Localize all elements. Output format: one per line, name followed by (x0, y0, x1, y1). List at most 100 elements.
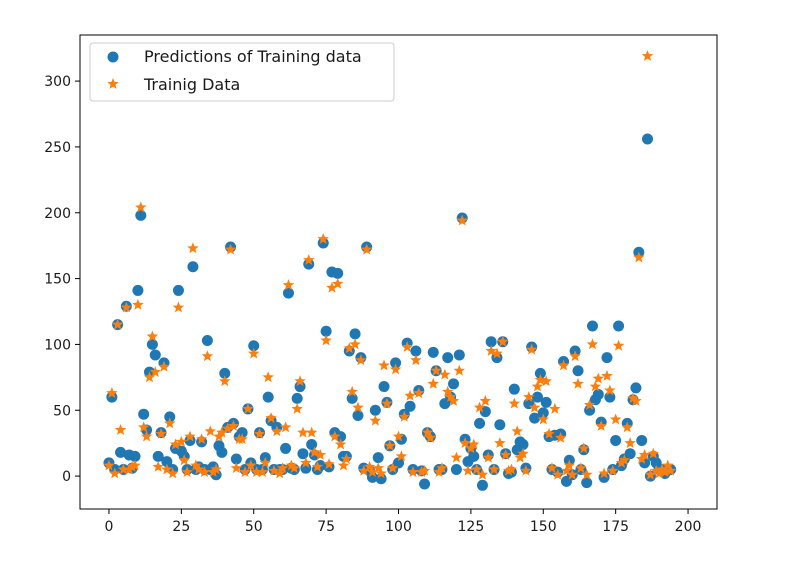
prediction-point (216, 446, 228, 458)
training-point (314, 449, 327, 460)
training-point (560, 464, 573, 476)
y-tick-label: 50 (53, 403, 71, 419)
training-point (468, 438, 480, 450)
training-point (216, 426, 228, 438)
training-point (337, 459, 350, 471)
training-point (508, 397, 521, 409)
training-point (358, 464, 370, 476)
training-point (384, 439, 396, 451)
x-tick-label: 175 (602, 519, 629, 535)
y-tick-label: 250 (44, 140, 71, 156)
training-point (389, 363, 402, 375)
training-point (459, 437, 471, 449)
training-point (641, 50, 654, 61)
prediction-point (450, 464, 462, 475)
training-point (578, 442, 590, 454)
training-point (439, 368, 451, 380)
plot-marks (103, 50, 677, 491)
training-point (598, 467, 610, 479)
prediction-point (115, 446, 127, 458)
legend-star-marker (107, 78, 119, 89)
training-point (485, 345, 497, 356)
training-point (349, 338, 361, 350)
training-point (569, 350, 581, 362)
training-point (106, 387, 118, 398)
training-point (491, 347, 503, 359)
prediction-point (636, 435, 648, 447)
training-point (525, 343, 538, 355)
prediction-point (468, 450, 480, 462)
training-point (630, 395, 642, 406)
training-point (195, 433, 208, 445)
prediction-point (149, 349, 161, 361)
training-point (476, 468, 489, 480)
training-point (181, 466, 193, 477)
legend-label-training: Trainig Data (143, 75, 240, 94)
prediction-point (129, 450, 141, 462)
training-point (557, 359, 570, 371)
training-point (334, 438, 347, 450)
training-point (340, 452, 353, 464)
training-point (126, 460, 138, 472)
training-point (123, 463, 135, 475)
training-point (424, 431, 437, 443)
training-point (300, 456, 312, 468)
training-point (395, 450, 408, 462)
y-tick-label: 100 (44, 337, 71, 353)
prediction-point (404, 400, 416, 412)
training-point (248, 347, 260, 359)
training-point (140, 430, 153, 442)
prediction-point (352, 410, 364, 422)
training-point (236, 433, 248, 445)
training-point (259, 456, 272, 468)
x-tick-label: 50 (245, 519, 263, 535)
training-point (363, 460, 376, 472)
training-point (253, 427, 266, 439)
y-axis: 0 50 100 150 200 250 300 (44, 74, 80, 485)
training-point (135, 201, 147, 213)
prediction-point (161, 456, 173, 468)
training-point (250, 466, 263, 477)
prediction-point (479, 406, 491, 418)
training-point (540, 375, 552, 387)
training-point (271, 425, 283, 437)
training-point (413, 387, 425, 398)
training-point (282, 279, 295, 291)
training-point (494, 437, 506, 449)
training-point (169, 438, 182, 450)
training-point (103, 459, 115, 471)
prediction-point (642, 133, 654, 145)
training-point (592, 372, 604, 384)
training-point (387, 462, 399, 474)
prediction-point (598, 471, 610, 483)
training-point (517, 447, 529, 459)
training-point (537, 413, 549, 425)
training-point (392, 430, 405, 442)
training-point (331, 277, 344, 289)
training-point (308, 446, 321, 458)
training-point (230, 462, 243, 474)
training-point (193, 463, 205, 475)
prediction-point (230, 453, 242, 465)
training-point (323, 458, 335, 470)
training-point (219, 375, 231, 387)
training-point (137, 421, 150, 433)
prediction-point (378, 381, 390, 393)
training-point (563, 459, 576, 471)
training-point (650, 464, 662, 476)
prediction-point (419, 478, 431, 490)
prediction-point (393, 457, 404, 469)
training-point (552, 468, 564, 480)
y-tick-label: 300 (44, 74, 71, 90)
y-tick-label: 200 (44, 206, 71, 222)
training-point (473, 401, 486, 413)
training-point (204, 425, 216, 437)
training-point (505, 463, 518, 475)
prediction-point (369, 404, 381, 416)
training-point (621, 421, 633, 433)
prediction-point (303, 258, 315, 270)
training-point (352, 401, 364, 413)
training-point (227, 420, 240, 431)
training-point (114, 424, 127, 435)
prediction-point (187, 261, 199, 273)
